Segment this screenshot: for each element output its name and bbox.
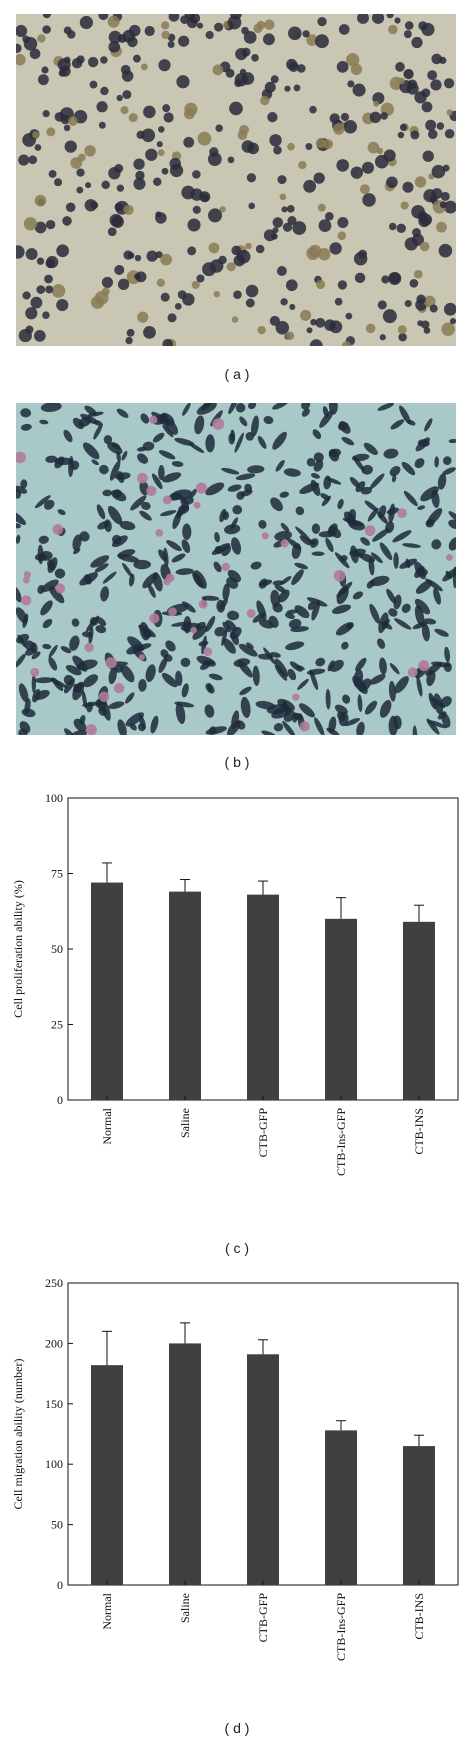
chart-migration: 0 50 100 150 200 250 Cell migration ability (n… (0, 1275, 474, 1715)
proliferation-ytick-label: 25 (51, 1018, 63, 1032)
proliferation-bar-saline (169, 891, 201, 1100)
migration-ytick-label: 150 (45, 1397, 63, 1411)
proliferation-ytick-label: 0 (57, 1093, 63, 1107)
migration-bar-ctb-ins (403, 1446, 435, 1585)
proliferation-xtick-label: CTB-Ins-GFP (334, 1108, 348, 1176)
migration-bar-ctb-gfp (247, 1354, 279, 1585)
migration-xtick-label: Normal (100, 1592, 114, 1629)
proliferation-xtick-label: Normal (100, 1107, 114, 1144)
proliferation-ytick-label: 50 (51, 942, 63, 956)
migration-xtick-label: Saline (178, 1593, 192, 1623)
chart-proliferation: 0 25 50 75 100 Cell proliferation ability (%)… (0, 790, 474, 1230)
proliferation-bar-ctb-ins-gfp (325, 918, 357, 1100)
panel-label-a: ( a ) (224, 366, 250, 382)
microscopy-stained-cells-image (16, 403, 456, 735)
proliferation-xtick-label: Saline (178, 1108, 192, 1138)
proliferation-ylabel: Cell proliferation ability (%) (11, 880, 25, 1018)
proliferation-bar-normal (91, 882, 123, 1100)
microscopy-round-cells-image (16, 14, 456, 346)
microscopy-image-b (16, 403, 456, 735)
proliferation-ytick-label: 75 (51, 867, 63, 881)
proliferation-bar-ctb-gfp (247, 894, 279, 1100)
microscopy-image-a (16, 14, 456, 346)
migration-xtick-label: CTB-INS (412, 1593, 426, 1640)
migration-ytick-label: 250 (45, 1276, 63, 1290)
panel-label-d: ( d ) (224, 1720, 250, 1736)
proliferation-xtick-label: CTB-INS (412, 1108, 426, 1155)
proliferation-bar-ctb-ins (403, 921, 435, 1100)
migration-ytick-label: 50 (51, 1518, 63, 1532)
migration-xtick-label: CTB-Ins-GFP (334, 1593, 348, 1661)
migration-xtick-label: CTB-GFP (256, 1593, 270, 1643)
proliferation-xtick-label: CTB-GFP (256, 1108, 270, 1158)
migration-ylabel: Cell migration ability (number) (11, 1359, 25, 1510)
panel-label-c: ( c ) (224, 1240, 250, 1256)
migration-ytick-label: 200 (45, 1336, 63, 1350)
panel-label-b: ( b ) (224, 754, 250, 770)
migration-bar-ctb-ins-gfp (325, 1430, 357, 1585)
migration-ytick-label: 0 (57, 1578, 63, 1592)
migration-bar-normal (91, 1365, 123, 1585)
migration-ytick-label: 100 (45, 1457, 63, 1471)
proliferation-ytick-label: 100 (45, 791, 63, 805)
migration-bar-saline (169, 1343, 201, 1585)
